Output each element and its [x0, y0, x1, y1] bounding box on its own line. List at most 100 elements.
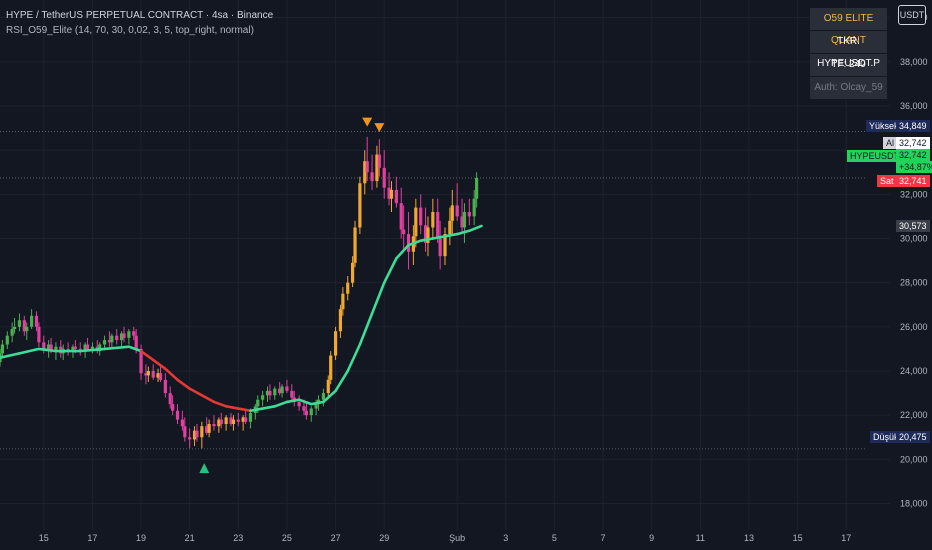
x-tick-label: 9: [649, 533, 654, 543]
candle-body: [224, 417, 228, 424]
x-tick-label: 7: [601, 533, 606, 543]
indicator-legend[interactable]: RSI_O59_Elite (14, 70, 30, 0,02, 3, 5, t…: [6, 25, 254, 36]
ma-segment: [407, 239, 422, 247]
symbol-name-label: HYPEUSDT.P: [847, 150, 910, 162]
candle-body: [426, 227, 430, 243]
moving-average-line: [0, 224, 483, 413]
ma-segment: [334, 369, 350, 393]
candle-body: [290, 390, 294, 398]
ma-segment: [455, 229, 471, 236]
candle-body: [5, 335, 9, 345]
info-ticker: TKR: HYPEUSDT.P: [810, 31, 887, 69]
candle-body: [22, 320, 26, 332]
candle-body: [175, 410, 180, 420]
candle-body: [73, 346, 77, 349]
ma-segment: [188, 387, 204, 397]
candle-body: [326, 379, 330, 394]
x-tick-label: 27: [331, 533, 341, 543]
candle-body: [341, 293, 345, 310]
candle-body: [195, 430, 199, 438]
candle-body: [472, 198, 476, 217]
candle-body: [83, 344, 87, 352]
buy-name-label: Al: [883, 137, 898, 149]
candle-body: [402, 229, 406, 235]
candle-body: [448, 220, 452, 235]
high-name-label: Yüksek: [866, 120, 902, 132]
candle-body: [338, 309, 343, 332]
info-author: Auth: Olcay_59: [810, 77, 887, 100]
candle-body: [122, 333, 126, 338]
y-tick-label: 26,000: [900, 322, 928, 332]
x-tick-label: 21: [185, 533, 195, 543]
ma-segment: [370, 281, 386, 315]
ma-segment: [249, 407, 264, 413]
x-tick-label: 15: [39, 533, 49, 543]
candle-body: [158, 373, 163, 380]
buy-signal-marker: [199, 463, 210, 474]
candle-body: [363, 161, 367, 184]
x-tick-label: 23: [233, 533, 243, 543]
candle-body: [346, 282, 350, 294]
ma-segment: [273, 400, 289, 408]
ma-segment: [78, 347, 106, 353]
candle-body: [248, 412, 253, 422]
y-tick-label: 30,000: [900, 234, 928, 244]
candle-body: [42, 342, 46, 349]
x-tick-label: Şub: [449, 533, 465, 543]
change-label: +34,87%: [896, 161, 932, 173]
candle-body: [265, 390, 270, 396]
candle-body: [98, 344, 102, 352]
candle-body: [297, 401, 301, 407]
x-tick-label: 29: [379, 533, 389, 543]
x-tick-label: 11: [696, 533, 705, 543]
candle-body: [180, 419, 184, 427]
candle-body: [54, 346, 58, 352]
candle-body: [205, 426, 209, 433]
x-tick-label: 17: [87, 533, 97, 543]
x-tick-label: 13: [744, 533, 754, 543]
candle-body: [163, 379, 167, 394]
candle-body: [10, 329, 14, 336]
candle-body: [387, 187, 391, 199]
ma-segment: [164, 367, 179, 382]
y-tick-label: 38,000: [900, 57, 928, 67]
info-timeframe: TF: 240: [810, 54, 887, 77]
candle-body: [377, 154, 381, 168]
candle-body: [25, 326, 29, 332]
candle-body: [17, 320, 22, 327]
candle-body: [0, 344, 5, 354]
y-axis: 18,000 20,000 22,000 24,000 26,000 28,000 30,0…: [900, 13, 928, 509]
currency-button[interactable]: USDT: [898, 5, 926, 25]
y-tick-label: 28,000: [900, 278, 928, 288]
ma-segment: [322, 389, 337, 404]
candle-body: [107, 340, 112, 343]
ma-segment: [431, 234, 447, 240]
candle-body: [455, 205, 459, 217]
low-value-label: 20,475: [896, 431, 930, 443]
candle-body: [171, 404, 175, 411]
candle-body: [285, 386, 289, 391]
candle-body: [102, 340, 107, 345]
candle-body: [350, 262, 355, 283]
candle-body: [151, 371, 155, 378]
ma-segment: [0, 352, 21, 360]
candle-body: [85, 344, 90, 349]
candle-body: [71, 346, 75, 352]
candle-body: [329, 355, 333, 380]
candle-body: [462, 212, 467, 228]
candle-body: [115, 335, 119, 341]
candle-body: [261, 395, 265, 400]
candle-body: [229, 417, 233, 424]
candle-body: [314, 404, 318, 409]
x-tick-label: 25: [282, 533, 292, 543]
candle-body: [200, 426, 204, 438]
chart-title: HYPE / TetherUS PERPETUAL CONTRACT · 4sa…: [6, 10, 274, 21]
candle-body: [375, 154, 379, 182]
ma-segment: [358, 312, 374, 346]
sell-signal-marker: [374, 123, 385, 133]
candle-body: [192, 430, 197, 440]
candlestick-series: [0, 136, 479, 449]
candle-body: [236, 419, 240, 422]
ma-segment: [297, 398, 313, 406]
